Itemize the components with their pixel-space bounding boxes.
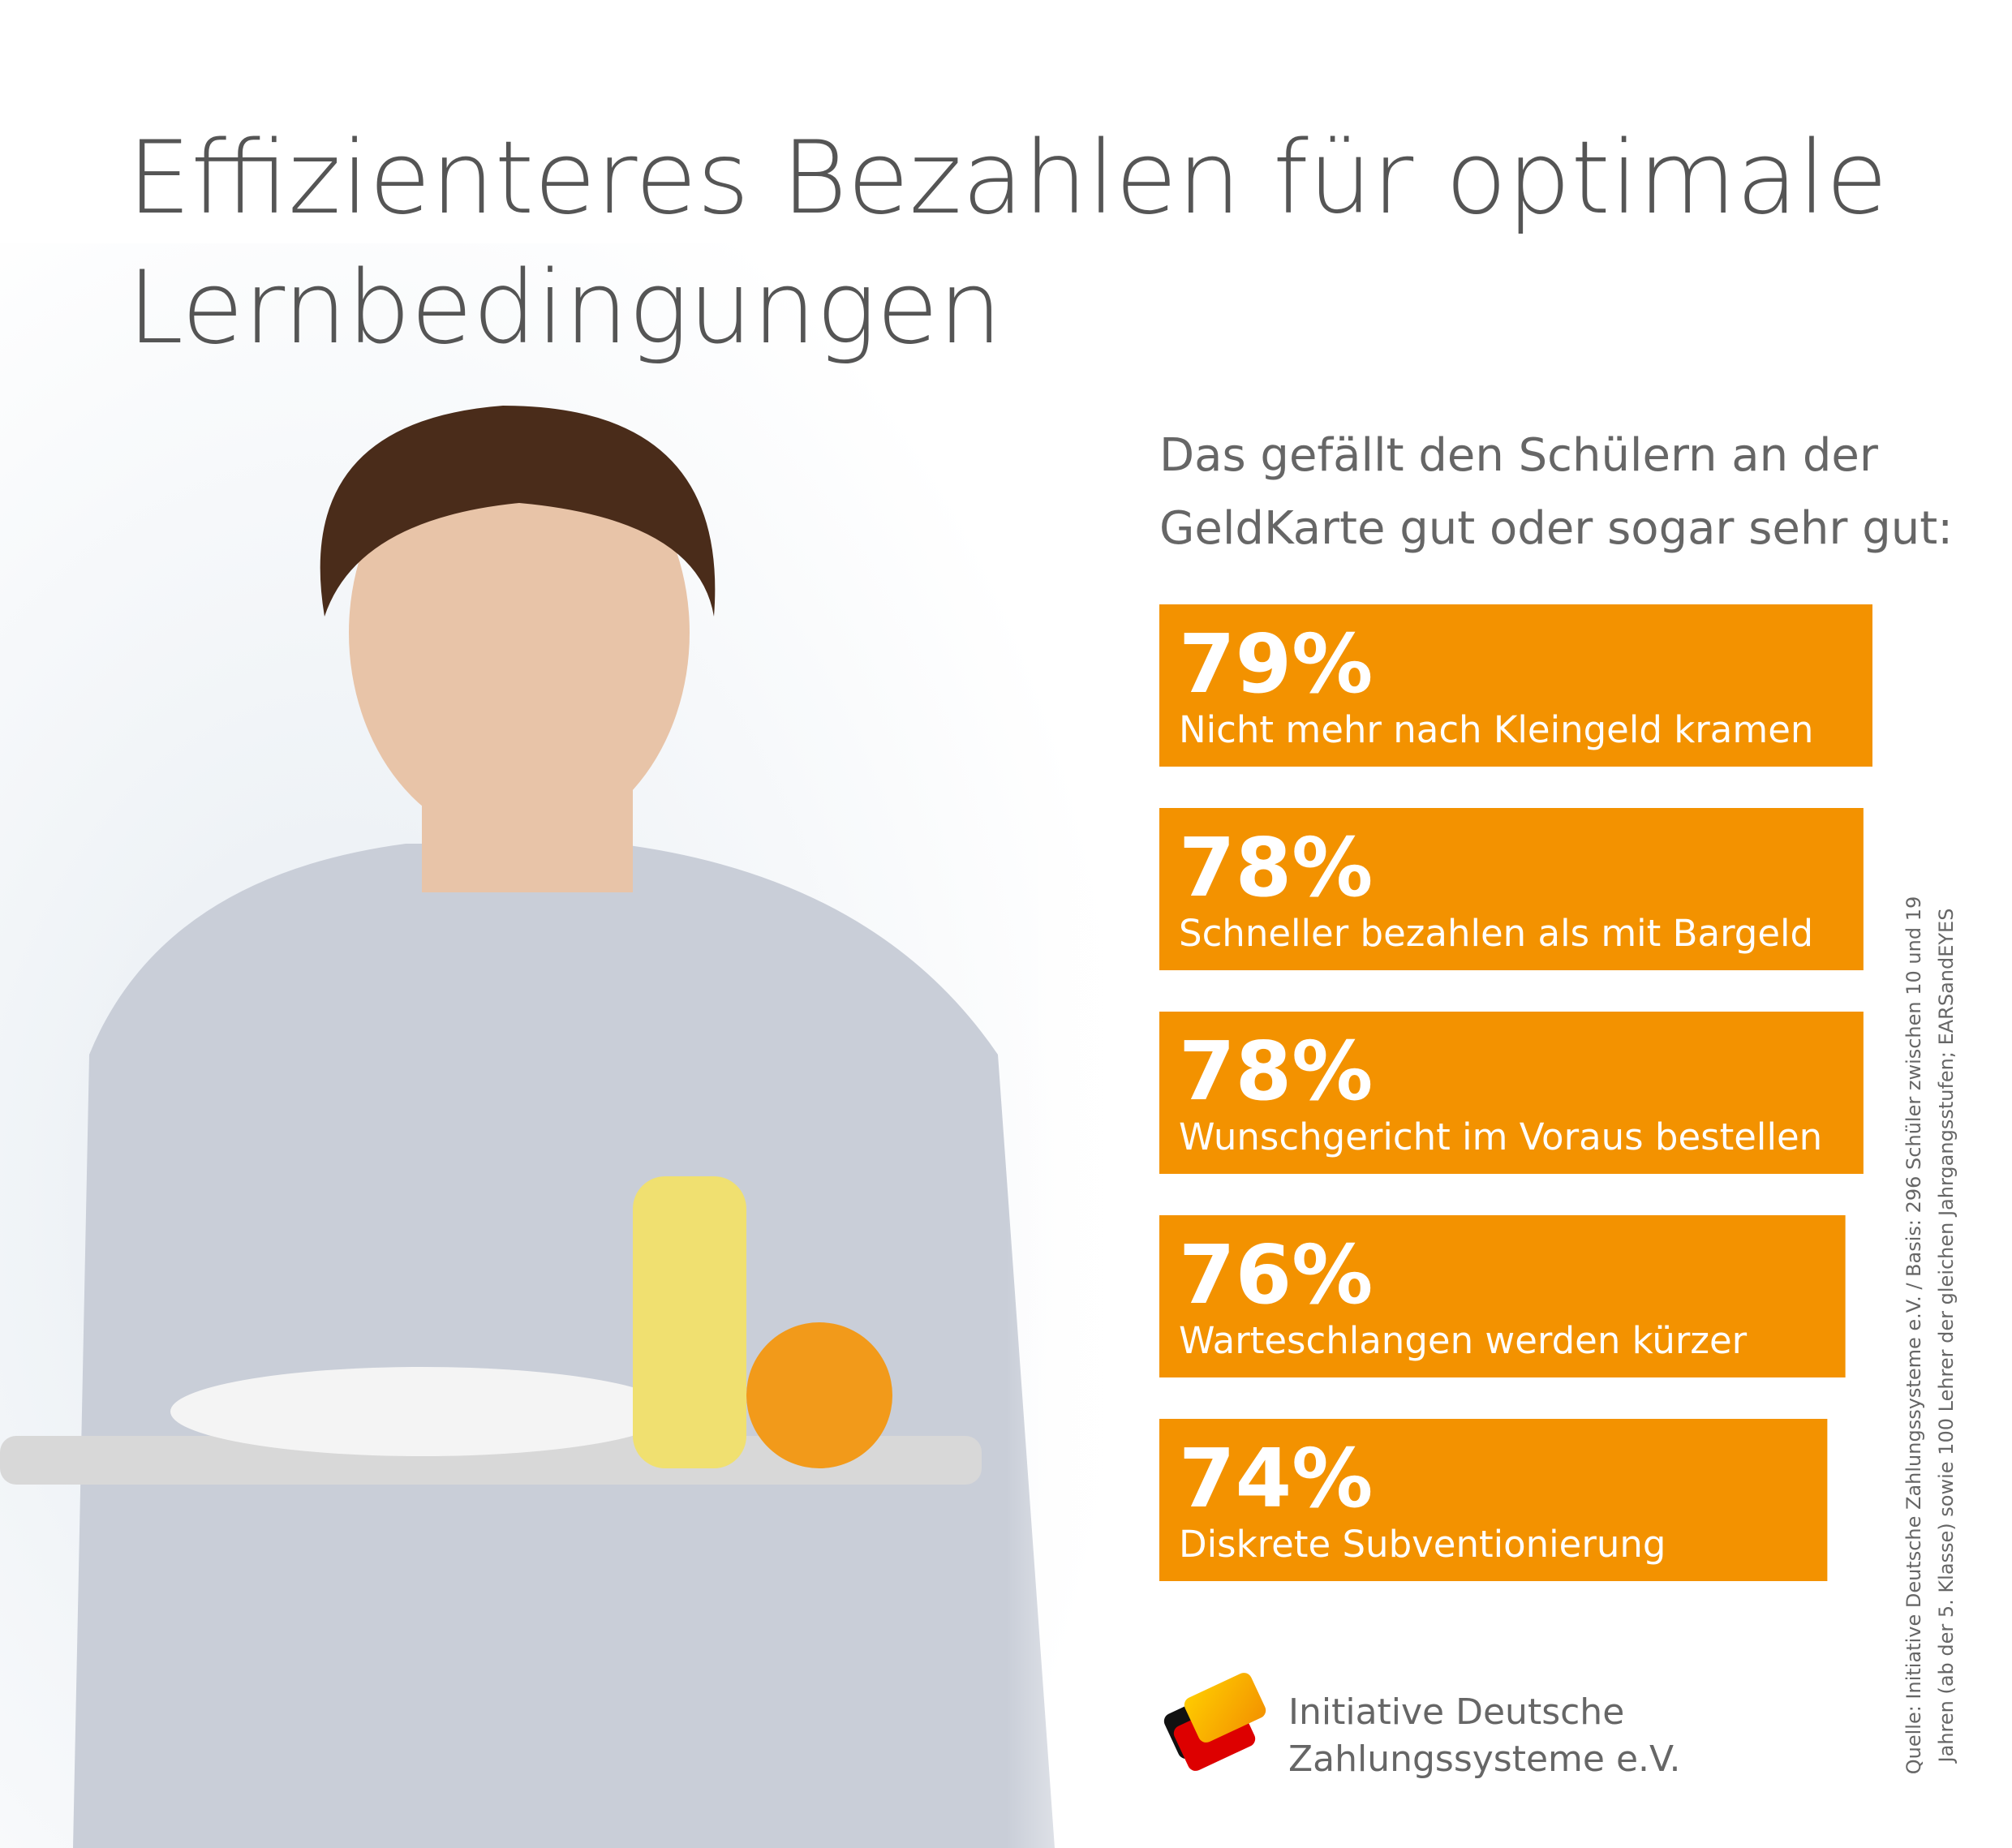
bar xyxy=(1159,1215,1846,1377)
source-line: Jahren (ab der 5. Klasse) sowie 100 Lehr… xyxy=(1935,909,1958,1764)
title-line: Effizienteres Bezahlen für optimale xyxy=(127,120,1888,237)
category-label: Nicht mehr nach Kleingeld kramen xyxy=(1179,708,1813,751)
title-line: Lernbedingungen xyxy=(127,250,1002,367)
value-label: 78% xyxy=(1179,820,1373,915)
logo-text: Zahlungssysteme e.V. xyxy=(1288,1738,1680,1780)
category-label: Diskrete Subventionierung xyxy=(1179,1523,1666,1566)
category-label: Schneller bezahlen als mit Bargeld xyxy=(1179,912,1813,955)
logo-text: Initiative Deutsche xyxy=(1288,1691,1624,1733)
bar xyxy=(1159,808,1864,970)
value-label: 78% xyxy=(1179,1024,1373,1119)
bar xyxy=(1159,604,1872,767)
source-line: Quelle: Initiative Deutsche Zahlungssyst… xyxy=(1902,896,1925,1775)
logo-icon xyxy=(1163,1673,1266,1771)
category-label: Warteschlangen werden kürzer xyxy=(1179,1319,1748,1362)
category-label: Wunschgericht im Voraus bestellen xyxy=(1179,1115,1822,1158)
subtitle-line: Das gefällt den Schülern an der xyxy=(1159,429,1879,482)
photo xyxy=(0,243,1136,1848)
bar xyxy=(1159,1012,1864,1174)
subtitle-line: GeldKarte gut oder sogar sehr gut: xyxy=(1159,502,1953,555)
value-label: 79% xyxy=(1179,617,1373,711)
value-label: 76% xyxy=(1179,1227,1373,1322)
value-label: 74% xyxy=(1179,1431,1373,1526)
bar xyxy=(1159,1419,1828,1581)
